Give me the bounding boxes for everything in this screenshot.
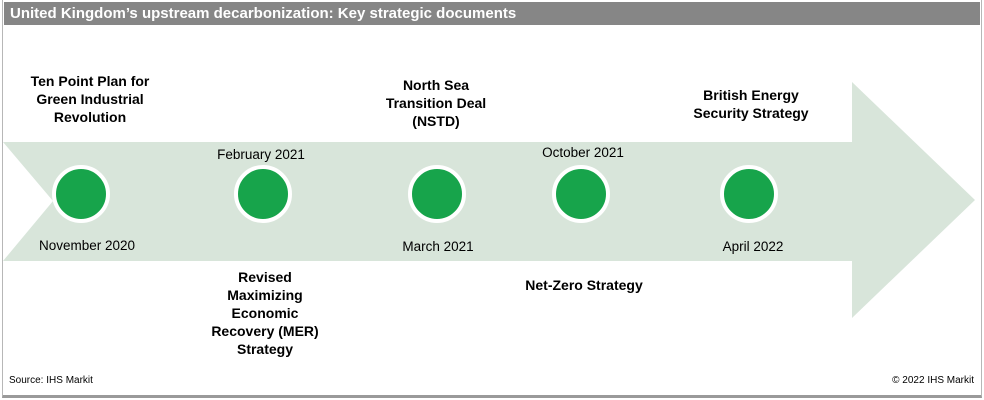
milestone-dot [552, 165, 610, 223]
timeline-arrow-shape [3, 82, 975, 318]
source-note: Source: IHS Markit [9, 375, 93, 386]
milestone-label: Revised Maximizing Economic Recovery (ME… [211, 269, 319, 357]
milestone-dot [408, 165, 466, 223]
milestone-dot [720, 165, 778, 223]
milestone-label: Net-Zero Strategy [525, 277, 643, 293]
milestone-date: March 2021 [402, 239, 474, 254]
milestone-date: October 2021 [542, 145, 624, 160]
copyright-note: © 2022 IHS Markit [892, 375, 974, 386]
milestone-label: British Energy Security Strategy [693, 87, 809, 121]
figure-title: United Kingdom’s upstream decarbonizatio… [10, 5, 517, 22]
milestone-label: Ten Point Plan for Green Industrial Revo… [30, 73, 150, 125]
milestone-dot [234, 165, 292, 223]
figure-header: United Kingdom’s upstream decarbonizatio… [4, 2, 980, 25]
milestone-date: February 2021 [217, 147, 305, 162]
milestone-date: November 2020 [38, 238, 136, 253]
milestone-label: North Sea Transition Deal (NSTD) [385, 77, 487, 129]
milestone-date: April 2022 [722, 239, 784, 254]
milestone-dot [52, 165, 110, 223]
